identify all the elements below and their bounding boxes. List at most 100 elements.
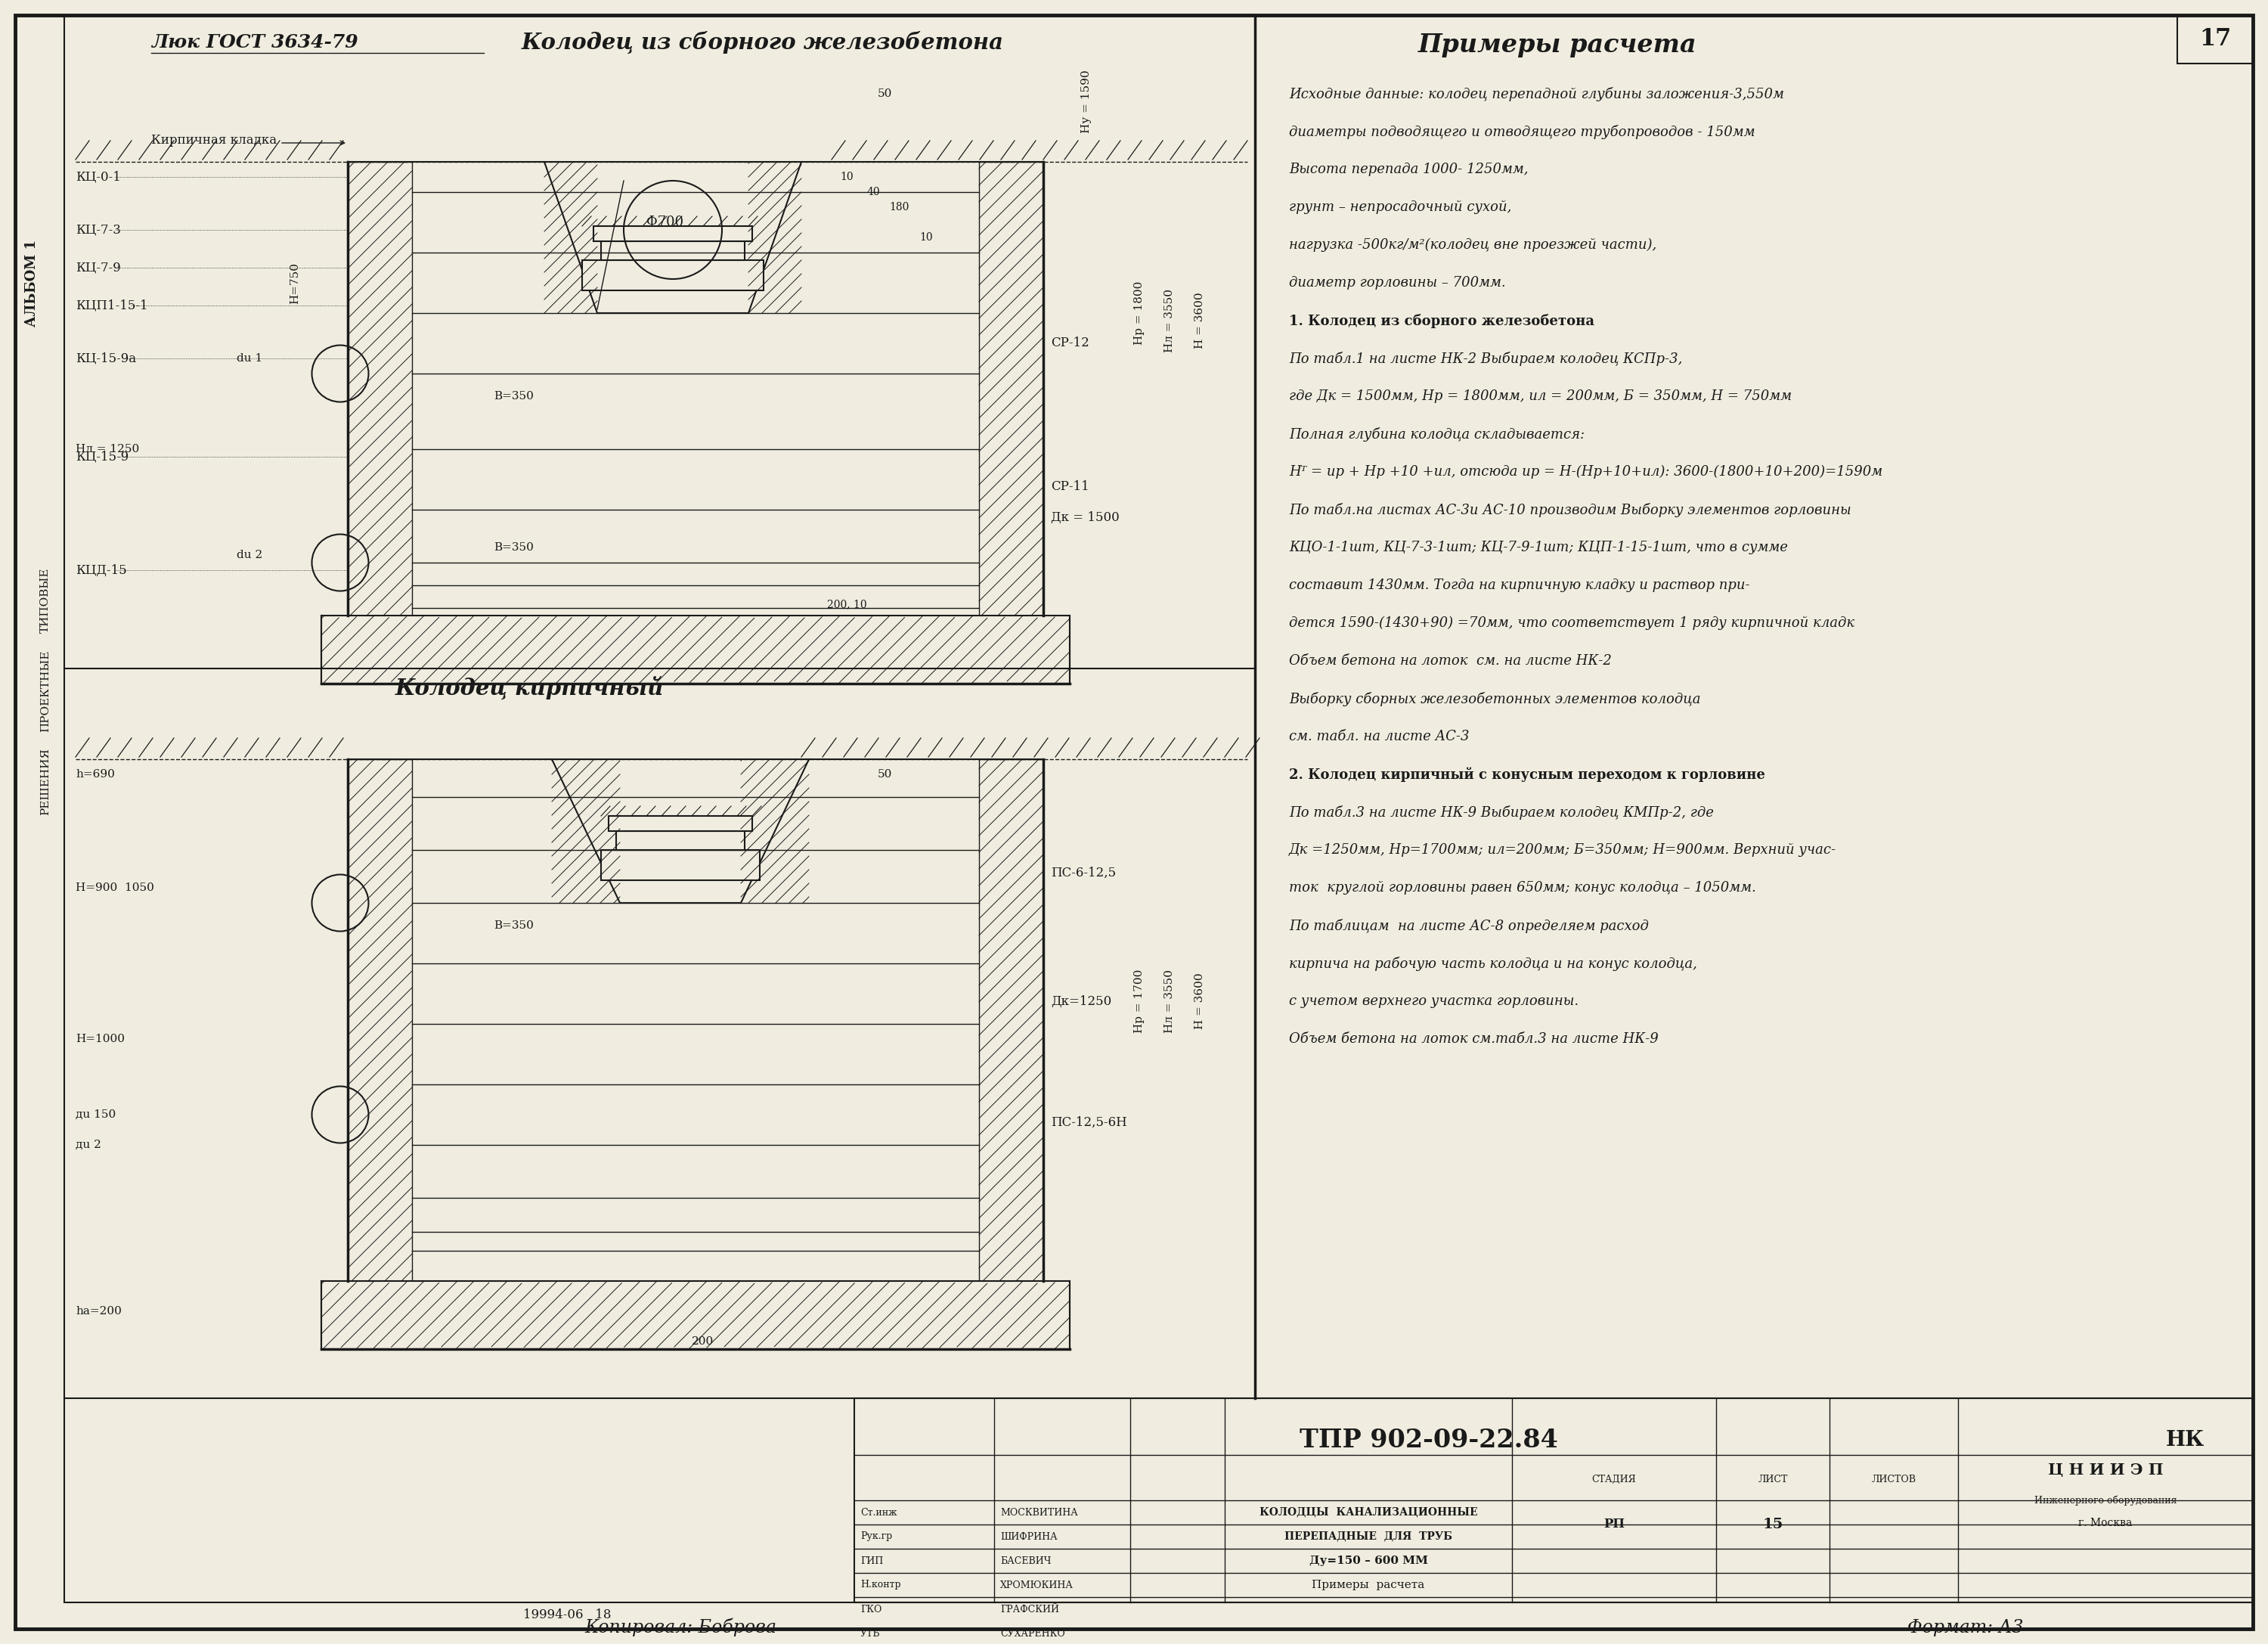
Text: Инженерного оборудования: Инженерного оборудования [2034, 1494, 2177, 1506]
Text: ТИПОВЫЕ: ТИПОВЫЕ [41, 567, 50, 633]
Text: 200: 200 [692, 1337, 714, 1346]
Text: диаметр горловины – 700мм.: диаметр горловины – 700мм. [1288, 276, 1506, 289]
Text: 15: 15 [1762, 1517, 1783, 1531]
Text: АЛЬБОМ 1: АЛЬБОМ 1 [25, 240, 39, 326]
Text: Нр = 1700: Нр = 1700 [1134, 970, 1145, 1032]
Text: с учетом верхнего участка горловины.: с учетом верхнего участка горловины. [1288, 995, 1579, 1008]
Text: РП: РП [1603, 1517, 1624, 1531]
Text: Ду=150 – 600 ММ: Ду=150 – 600 ММ [1309, 1555, 1429, 1567]
Text: Φ700: Φ700 [646, 215, 685, 229]
Text: Ст.инж: Ст.инж [860, 1508, 898, 1517]
Text: ГКО: ГКО [860, 1605, 882, 1614]
Text: КЦД-15: КЦД-15 [75, 564, 127, 577]
Text: Нр = 1800: Нр = 1800 [1134, 281, 1145, 345]
Text: В=350: В=350 [494, 391, 533, 401]
Text: В=350: В=350 [494, 543, 533, 552]
Bar [608, 815, 753, 832]
Text: По таблицам  на листе АС-8 определяем расход: По таблицам на листе АС-8 определяем рас… [1288, 919, 1649, 932]
Text: г. Москва: г. Москва [2077, 1517, 2132, 1529]
Text: Примеры расчета: Примеры расчета [1418, 33, 1696, 58]
Text: Нл = 3550: Нл = 3550 [1163, 289, 1175, 352]
Text: СУХАРЕНКО: СУХАРЕНКО [1000, 1629, 1066, 1639]
Text: H=750: H=750 [290, 261, 299, 304]
Bar [980, 760, 1043, 1281]
Text: ШИФРИНА: ШИФРИНА [1000, 1532, 1057, 1542]
Text: 200, 10: 200, 10 [828, 598, 866, 610]
Text: du 1: du 1 [236, 353, 263, 363]
Bar [347, 161, 413, 615]
Text: Рук.гр: Рук.гр [860, 1532, 891, 1542]
Text: 10: 10 [839, 171, 853, 182]
Text: Объем бетона на лоток см.табл.3 на листе НК-9: Объем бетона на лоток см.табл.3 на листе… [1288, 1032, 1658, 1046]
Text: H=1000: H=1000 [75, 1034, 125, 1044]
Text: 1. Колодец из сборного железобетона: 1. Колодец из сборного железобетона [1288, 314, 1594, 327]
Text: ПЕРЕПАДНЫЕ  ДЛЯ  ТРУБ: ПЕРЕПАДНЫЕ ДЛЯ ТРУБ [1284, 1531, 1452, 1542]
Text: ГРАФСКИЙ: ГРАФСКИЙ [1000, 1605, 1059, 1614]
Text: 50: 50 [878, 769, 891, 779]
Text: h=690: h=690 [75, 769, 116, 779]
Text: Исходные данные: колодец перепадной глубины заложения-3,550м: Исходные данные: колодец перепадной глуб… [1288, 87, 1785, 100]
Text: 2. Колодец кирпичный с конусным переходом к горловине: 2. Колодец кирпичный с конусным переходо… [1288, 768, 1765, 783]
Text: Объем бетона на лоток  см. на листе НК-2: Объем бетона на лоток см. на листе НК-2 [1288, 654, 1613, 667]
Bar [347, 760, 413, 1281]
Bar [601, 242, 744, 260]
Text: где Дк = 1500мм, Нр = 1800мм, ил = 200мм, Б = 350мм, Н = 750мм: где Дк = 1500мм, Нр = 1800мм, ил = 200мм… [1288, 390, 1792, 403]
Text: Ну = 1590: Ну = 1590 [1082, 69, 1091, 133]
Text: Выборку сборных железобетонных элементов колодца: Выборку сборных железобетонных элементов… [1288, 692, 1701, 705]
Text: КЦ-15-9: КЦ-15-9 [75, 450, 129, 464]
Text: Формат: А3: Формат: А3 [1907, 1619, 2023, 1636]
Text: 180: 180 [889, 202, 909, 212]
Text: КЦ-7-9: КЦ-7-9 [75, 261, 120, 275]
Text: 40: 40 [866, 187, 880, 197]
Text: КЦ-15-9а: КЦ-15-9а [75, 352, 136, 365]
Text: По табл.на листах АС-3и АС-10 производим Выборку элементов горловины: По табл.на листах АС-3и АС-10 производим… [1288, 503, 1851, 516]
Text: Ц Н И И Э П: Ц Н И И Э П [2048, 1463, 2164, 1478]
Text: УТБ: УТБ [860, 1629, 880, 1639]
Text: Люк ГОСТ 3634-79: Люк ГОСТ 3634-79 [152, 33, 358, 51]
Text: Копировал: Боброва: Копировал: Боброва [585, 1618, 776, 1637]
Text: СТАДИЯ: СТАДИЯ [1592, 1475, 1635, 1485]
Text: КОЛОДЦЫ  КАНАЛИЗАЦИОННЫЕ: КОЛОДЦЫ КАНАЛИЗАЦИОННЫЕ [1259, 1508, 1476, 1517]
Text: ЛИСТ: ЛИСТ [1758, 1475, 1787, 1485]
Text: 50: 50 [878, 89, 891, 99]
Text: см. табл. на листе АС-3: см. табл. на листе АС-3 [1288, 730, 1470, 743]
Text: 17: 17 [2200, 28, 2232, 51]
Text: нагрузка -500кг/м²(колодец вне проезжей части),: нагрузка -500кг/м²(колодец вне проезжей … [1288, 238, 1656, 252]
Text: Дк = 1500: Дк = 1500 [1050, 511, 1120, 524]
Text: Высота перепада 1000- 1250мм,: Высота перепада 1000- 1250мм, [1288, 163, 1529, 176]
Text: ХРОМЮКИНА: ХРОМЮКИНА [1000, 1580, 1073, 1590]
Bar [2177, 15, 2252, 64]
Text: РЕШЕНИЯ: РЕШЕНИЯ [41, 748, 50, 815]
Text: Колодец кирпичный: Колодец кирпичный [395, 676, 665, 699]
Text: КЦП1-15-1: КЦП1-15-1 [75, 299, 147, 312]
Text: Нл = 3550: Нл = 3550 [1163, 970, 1175, 1032]
Text: H=900  1050: H=900 1050 [75, 883, 154, 893]
Text: дется 1590-(1430+90) =70мм, что соответствует 1 ряду кирпичной кладк: дется 1590-(1430+90) =70мм, что соответс… [1288, 616, 1855, 630]
Bar [601, 850, 760, 880]
Text: КЦО-1-1шт, КЦ-7-3-1шт; КЦ-7-9-1шт; КЦП-1-15-1шт, что в сумме: КЦО-1-1шт, КЦ-7-3-1шт; КЦ-7-9-1шт; КЦП-1… [1288, 541, 1787, 554]
Text: КЦ-0-1: КЦ-0-1 [75, 171, 120, 184]
Text: Н.контр: Н.контр [860, 1580, 900, 1590]
Text: дu 2: дu 2 [75, 1139, 102, 1151]
Text: По табл.1 на листе НК-2 Выбираем колодец КСПр-3,: По табл.1 на листе НК-2 Выбираем колодец… [1288, 352, 1683, 365]
Text: 10: 10 [919, 232, 932, 243]
Text: составит 1430мм. Тогда на кирпичную кладку и раствор при-: составит 1430мм. Тогда на кирпичную клад… [1288, 579, 1751, 592]
Text: Примеры  расчета: Примеры расчета [1311, 1580, 1424, 1590]
Text: ПРОЕКТНЫЕ: ПРОЕКТНЫЕ [41, 649, 50, 732]
Text: Полная глубина колодца складывается:: Полная глубина колодца складывается: [1288, 427, 1585, 441]
Text: СР-12: СР-12 [1050, 337, 1089, 350]
Text: МОСКВИТИНА: МОСКВИТИНА [1000, 1508, 1077, 1517]
Text: Дк=1250: Дк=1250 [1050, 995, 1111, 1008]
Text: ПС-12,5-6Н: ПС-12,5-6Н [1050, 1116, 1127, 1129]
Text: ток  круглой горловины равен 650мм; конус колодца – 1050мм.: ток круглой горловины равен 650мм; конус… [1288, 881, 1755, 894]
Bar [617, 832, 744, 850]
Text: ГИП: ГИП [860, 1555, 882, 1565]
Text: ПС-6-12,5: ПС-6-12,5 [1050, 866, 1116, 880]
Bar [322, 615, 1070, 684]
Text: 19994-06   18: 19994-06 18 [524, 1609, 610, 1621]
Text: Н = 3600: Н = 3600 [1195, 973, 1204, 1029]
Bar [322, 1281, 1070, 1350]
Text: В=350: В=350 [494, 921, 533, 931]
Text: дu 150: дu 150 [75, 1110, 116, 1120]
Text: Кирпичная кладка: Кирпичная кладка [152, 135, 277, 146]
